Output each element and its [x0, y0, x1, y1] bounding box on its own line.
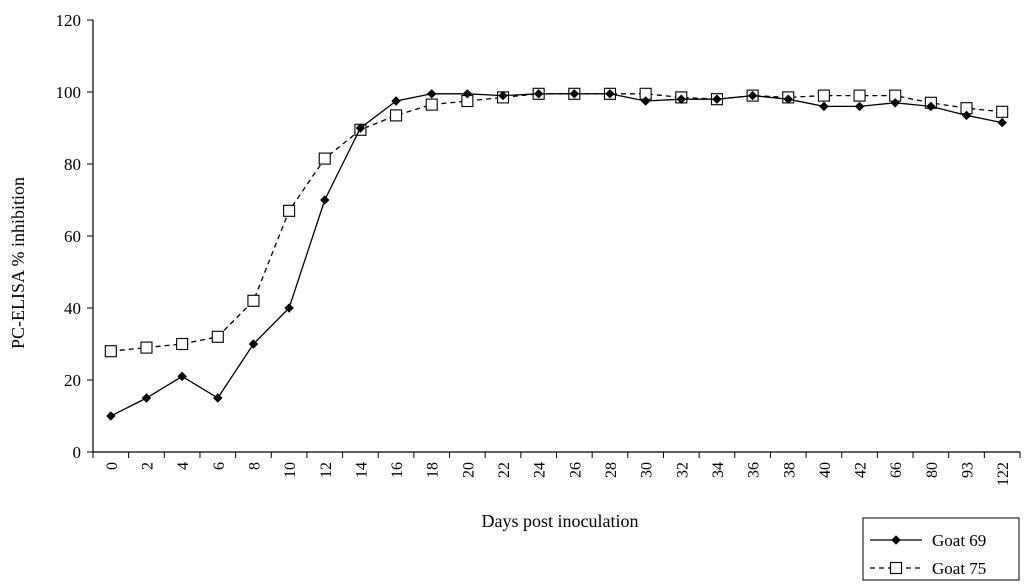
x-tick-label: 10	[282, 462, 299, 478]
y-tick-label: 60	[64, 227, 81, 246]
x-tick-label: 40	[817, 462, 834, 478]
data-point	[854, 101, 865, 112]
data-point	[355, 123, 366, 133]
data-point	[926, 101, 936, 112]
y-axis-label: PC-ELISA % inhibition	[8, 177, 28, 349]
data-point	[853, 89, 866, 102]
data-point	[141, 393, 152, 403]
series-goat-69	[106, 89, 1007, 421]
x-tick-label: 26	[567, 462, 584, 478]
data-point	[140, 341, 153, 354]
x-tick-label: 20	[460, 462, 477, 478]
data-point	[533, 89, 544, 99]
series-line	[110, 93, 1003, 352]
data-point	[819, 101, 829, 112]
data-point	[104, 345, 117, 358]
x-tick-label: 32	[674, 462, 691, 478]
data-point	[211, 330, 224, 343]
y-tick-label: 100	[56, 83, 82, 102]
legend: Goat 69 Goat 75	[862, 517, 1020, 581]
x-tick-label: 93	[960, 462, 977, 478]
series-layer	[104, 87, 1009, 421]
y-ticks: 0 20 40 60 80 100 120	[56, 11, 93, 462]
legend-label: Goat 69	[932, 531, 986, 550]
x-tick-label: 38	[781, 462, 798, 478]
data-point	[284, 303, 294, 313]
series-line	[110, 93, 1003, 417]
data-point	[569, 89, 580, 99]
axes	[92, 20, 1020, 453]
x-tick-label: 12	[318, 462, 335, 478]
x-tick-label: 2	[139, 462, 156, 470]
data-point	[997, 117, 1007, 128]
data-point	[425, 98, 438, 111]
x-tick-label: 36	[746, 462, 763, 478]
y-tick-label: 120	[56, 11, 82, 30]
x-tick-label: 0	[104, 462, 121, 470]
data-point	[283, 204, 296, 217]
data-point	[390, 109, 403, 122]
legend-marker	[891, 535, 901, 545]
data-point	[462, 89, 473, 99]
data-point	[318, 152, 331, 165]
data-point	[177, 371, 187, 382]
x-tick-label: 14	[353, 462, 370, 478]
data-point	[427, 89, 437, 99]
data-point	[320, 195, 330, 205]
y-tick-label: 0	[73, 443, 82, 462]
y-tick-label: 20	[64, 371, 81, 390]
data-point	[961, 110, 972, 121]
series-goat-75	[104, 87, 1009, 358]
x-tick-label: 122	[995, 462, 1012, 486]
x-axis-label: Days post inoculation	[482, 511, 639, 531]
y-tick-label: 40	[64, 299, 81, 318]
x-tick-label: 24	[532, 462, 549, 478]
data-point	[676, 94, 686, 104]
data-point	[783, 94, 793, 104]
x-tick-label: 34	[710, 462, 727, 478]
x-tick-label: 42	[853, 462, 870, 478]
data-point	[248, 339, 259, 349]
legend-marker	[889, 561, 903, 575]
x-tick-label: 22	[496, 462, 513, 478]
data-point	[213, 393, 223, 403]
data-point	[747, 90, 758, 101]
data-point	[247, 294, 260, 307]
x-tick-label: 80	[924, 462, 941, 478]
data-point	[605, 89, 615, 99]
x-ticks: 0 2 4 6 8 10 12 14 16 18 20 22 24 26 28 30 32 34 36 38 40 42 6…	[92, 452, 1021, 486]
data-point	[890, 98, 900, 108]
x-tick-label: 66	[888, 462, 905, 478]
x-tick-label: 18	[425, 462, 442, 478]
legend-box	[862, 517, 1020, 581]
x-tick-label: 28	[603, 462, 620, 478]
data-point	[498, 90, 508, 101]
data-point	[176, 337, 189, 351]
x-tick-label: 30	[639, 462, 656, 478]
legend-label: Goat 75	[932, 559, 986, 578]
data-point	[106, 411, 116, 421]
data-point	[640, 96, 651, 106]
x-tick-label: 16	[389, 462, 406, 478]
data-point	[712, 94, 722, 104]
data-point	[996, 105, 1009, 118]
data-point	[391, 96, 401, 106]
data-point	[817, 89, 830, 102]
x-tick-label: 8	[246, 462, 263, 470]
x-tick-label: 6	[211, 462, 228, 470]
x-tick-label: 4	[175, 462, 192, 470]
y-tick-label: 80	[64, 155, 81, 174]
